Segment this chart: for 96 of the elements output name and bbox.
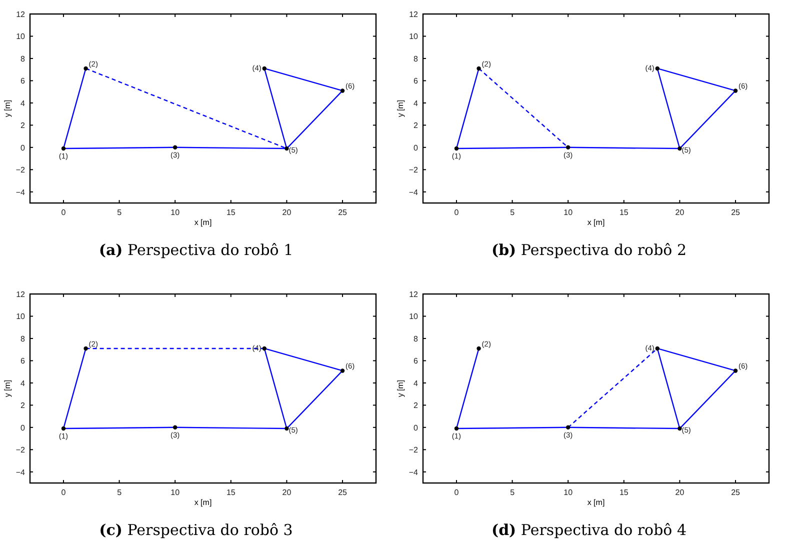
point: [340, 88, 345, 93]
y-tick-label: 0: [20, 423, 26, 432]
y-tick-label: 12: [16, 10, 26, 19]
y-tick-label: 4: [20, 378, 26, 388]
y-tick-label: 0: [414, 423, 419, 432]
point: [454, 146, 459, 151]
point: [172, 425, 178, 430]
x-tick-label: 25: [731, 488, 741, 497]
y-tick-label: 6: [20, 76, 26, 86]
y-tick-label: 10: [16, 32, 26, 42]
x-tick-label: 5: [117, 208, 122, 217]
y-tick-label: 8: [20, 334, 26, 344]
point: [733, 88, 738, 93]
point: [172, 145, 178, 150]
y-tick-label: −4: [16, 188, 26, 197]
y-tick-label: 4: [20, 98, 26, 108]
point: [284, 426, 289, 431]
y-tick-label: 8: [414, 54, 419, 64]
y-tick-label: 8: [414, 334, 419, 344]
y-axis-title: y [m]: [3, 380, 12, 398]
text: (a) Perspectiva do robô 1: [98, 241, 294, 259]
y-tick-label: 12: [409, 290, 419, 299]
x-tick-label: 5: [510, 208, 516, 217]
x-tick-label: 15: [226, 488, 236, 497]
x-axis-title: x [m]: [194, 218, 212, 227]
y-tick-label: 6: [20, 356, 26, 366]
point: [61, 426, 66, 431]
x-tick-label: 20: [675, 488, 685, 497]
y-tick-label: 10: [409, 32, 419, 42]
x-tick-label: 15: [226, 208, 236, 217]
y-axis-title: y [m]: [3, 100, 12, 118]
x-tick-label: 5: [510, 488, 516, 497]
point: [284, 146, 289, 151]
x-axis-title: x [m]: [194, 498, 212, 507]
point: [340, 368, 345, 373]
y-tick-label: 10: [16, 312, 26, 322]
x-tick-label: 20: [675, 208, 685, 217]
x-tick-label: 10: [564, 208, 574, 217]
text: (b) Perspectiva do robô 2: [491, 241, 687, 259]
x-tick-label: 10: [170, 208, 180, 217]
y-tick-label: −4: [16, 468, 26, 477]
y-tick-label: 2: [20, 121, 26, 130]
point: [566, 425, 570, 430]
y-tick-label: 12: [16, 290, 26, 299]
y-tick-label: −2: [16, 166, 26, 175]
y-tick-label: −4: [408, 468, 419, 477]
y-axis-title: y [m]: [396, 100, 405, 118]
x-axis-title: x [m]: [587, 498, 605, 507]
point: [61, 146, 66, 151]
x-tick-label: 0: [454, 488, 460, 497]
point: [454, 426, 459, 431]
x-tick-label: 0: [61, 208, 66, 217]
point: [678, 146, 682, 151]
x-tick-label: 5: [117, 488, 122, 497]
x-tick-label: 10: [170, 488, 180, 497]
x-tick-label: 25: [731, 208, 741, 217]
point: [84, 66, 88, 71]
y-tick-label: −2: [408, 446, 419, 455]
x-tick-label: 20: [282, 488, 292, 497]
point: [678, 426, 682, 431]
x-axis-title: x [m]: [587, 218, 605, 227]
point: [655, 66, 660, 71]
y-axis-title: y [m]: [396, 380, 405, 398]
y-tick-label: 2: [20, 401, 26, 410]
point: [476, 346, 481, 351]
y-tick-label: 2: [414, 401, 419, 410]
point: [566, 145, 570, 150]
y-tick-label: 10: [409, 312, 419, 322]
text: (d) Perspectiva do robô 4: [491, 521, 687, 539]
point: [262, 66, 266, 71]
point: [262, 346, 266, 351]
y-tick-label: 6: [414, 356, 419, 366]
point: [84, 346, 88, 351]
y-tick-label: 8: [20, 54, 26, 64]
x-tick-label: 25: [338, 488, 348, 497]
point: [655, 346, 660, 351]
x-tick-label: 15: [619, 208, 629, 217]
y-tick-label: 12: [409, 10, 419, 19]
x-tick-label: 0: [454, 208, 460, 217]
y-tick-label: −2: [408, 166, 419, 175]
x-tick-label: 20: [282, 208, 292, 217]
y-tick-label: 2: [414, 121, 419, 130]
x-tick-label: 15: [619, 488, 629, 497]
y-tick-label: 0: [414, 143, 419, 152]
y-tick-label: 4: [414, 378, 419, 388]
x-tick-label: 25: [338, 208, 348, 217]
y-tick-label: −4: [408, 188, 419, 197]
y-tick-label: 4: [414, 98, 419, 108]
text: (c) Perspectiva do robô 3: [99, 521, 293, 539]
y-tick-label: 0: [20, 143, 26, 152]
point: [476, 66, 481, 71]
y-tick-label: −2: [16, 446, 26, 455]
point: [733, 368, 738, 373]
x-tick-label: 0: [61, 488, 66, 497]
y-tick-label: 6: [414, 76, 419, 86]
x-tick-label: 10: [564, 488, 574, 497]
